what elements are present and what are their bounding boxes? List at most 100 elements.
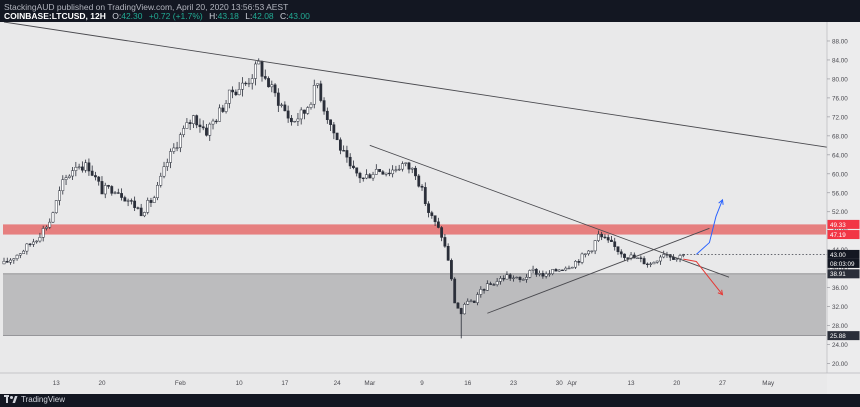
candle-body (548, 273, 551, 275)
candle-body (267, 78, 270, 88)
price-label-text: 08:03:09 (830, 261, 855, 268)
x-tick-label: 13 (628, 380, 636, 387)
candle-body (195, 115, 199, 126)
candle-body (84, 162, 88, 171)
candle-body (433, 215, 437, 223)
candle-body (567, 267, 571, 270)
price-label-box (827, 249, 860, 259)
candle-body (162, 166, 166, 177)
candle-body (495, 281, 499, 285)
candle-body (538, 273, 542, 275)
x-tick-label: 20 (98, 380, 106, 387)
candle-body (387, 172, 391, 175)
candle-body (420, 185, 424, 188)
candle-body (129, 200, 133, 202)
candle-body (58, 190, 61, 201)
candle-body (610, 239, 613, 242)
tradingview-brand[interactable]: TradingView (4, 395, 65, 404)
candle-body (192, 115, 195, 125)
candle-body (384, 172, 388, 175)
price-chart[interactable]: 20.0024.0028.0032.0036.0040.0044.0048.00… (0, 21, 860, 394)
candle-body (61, 179, 65, 191)
candle-body (221, 107, 225, 112)
candle-body (361, 177, 365, 179)
candle-body (205, 127, 208, 136)
candle-body (286, 110, 290, 119)
y-tick-label: 28.00 (832, 323, 848, 330)
price-label-box (827, 258, 860, 268)
candle-body (450, 260, 453, 280)
candle-body (316, 83, 319, 86)
candle-body (365, 174, 368, 179)
chart-area[interactable]: 20.0024.0028.0032.0036.0040.0044.0048.00… (0, 21, 860, 394)
candle-body (289, 117, 293, 123)
candle-body (427, 203, 430, 213)
chart-footer: TradingView (0, 394, 860, 407)
candle-body (231, 89, 235, 93)
candle-body (505, 274, 509, 280)
candle-body (67, 175, 71, 178)
candle-body (97, 176, 101, 182)
candle-body (410, 167, 414, 170)
ohlc-legend: COINBASE:LTCUSD, 12H O:42.30 +0.72 (+1.7… (4, 11, 314, 21)
long-term-resistance-trendline (3, 21, 828, 148)
price-label-text: 49.33 (830, 222, 846, 229)
candle-body (247, 82, 251, 85)
candle-body (443, 237, 447, 247)
candle-body (459, 308, 463, 315)
candle-body (391, 169, 395, 175)
x-tick-label: May (762, 380, 775, 387)
candle-body (87, 162, 91, 172)
candle-body (198, 124, 202, 127)
candle-body (263, 76, 267, 79)
x-tick-label: Apr (567, 380, 577, 387)
candle-body (178, 134, 182, 148)
candle-body (616, 246, 620, 253)
candle-body (358, 172, 362, 179)
candle-body (466, 300, 470, 305)
candle-body (397, 168, 401, 171)
candle-body (100, 181, 104, 195)
candle-body (156, 185, 159, 198)
candle-body (319, 83, 323, 101)
publish-info: StackingAUD published on TradingView.com… (4, 2, 289, 12)
y-tick-label: 80.00 (832, 76, 848, 83)
price-label-text: 25.88 (830, 333, 846, 340)
candle-body (136, 207, 140, 209)
x-tick-label: 24 (334, 380, 342, 387)
candle-body (25, 243, 29, 252)
candle-body (149, 200, 153, 203)
x-tick-label: 23 (510, 380, 518, 387)
candle-body (619, 251, 623, 255)
candle-body (521, 279, 525, 281)
chart-header: StackingAUD published on TradingView.com… (0, 0, 860, 22)
candle-body (74, 166, 78, 171)
ohlc-open-value: 42.30 (121, 11, 143, 21)
candle-body (342, 150, 346, 152)
candle-body (472, 300, 476, 303)
candle-body (587, 250, 590, 255)
candle-body (165, 162, 169, 167)
candle-body (51, 212, 55, 223)
candle-body (394, 169, 398, 171)
candle-body (502, 278, 506, 280)
candle-body (71, 170, 74, 177)
candle-body (31, 241, 35, 245)
candle-body (41, 228, 45, 238)
x-tick-label: 10 (236, 380, 244, 387)
candle-body (332, 124, 336, 134)
x-tick-label: Feb (175, 380, 186, 387)
candle-body (182, 128, 186, 135)
descending-resistance-trendline (369, 144, 730, 278)
candle-body (613, 241, 617, 247)
brand-label: TradingView (21, 395, 66, 404)
candle-body (12, 258, 16, 261)
symbol-label[interactable]: COINBASE:LTCUSD, 12H (4, 11, 106, 21)
change-value: +0.72 (+1.7%) (148, 11, 203, 21)
candle-body (80, 166, 84, 171)
candle-body (678, 255, 682, 259)
candle-body (54, 200, 58, 213)
candle-body (417, 175, 421, 187)
bearish-scenario-arrowhead (717, 289, 724, 296)
candle-body (378, 169, 381, 172)
